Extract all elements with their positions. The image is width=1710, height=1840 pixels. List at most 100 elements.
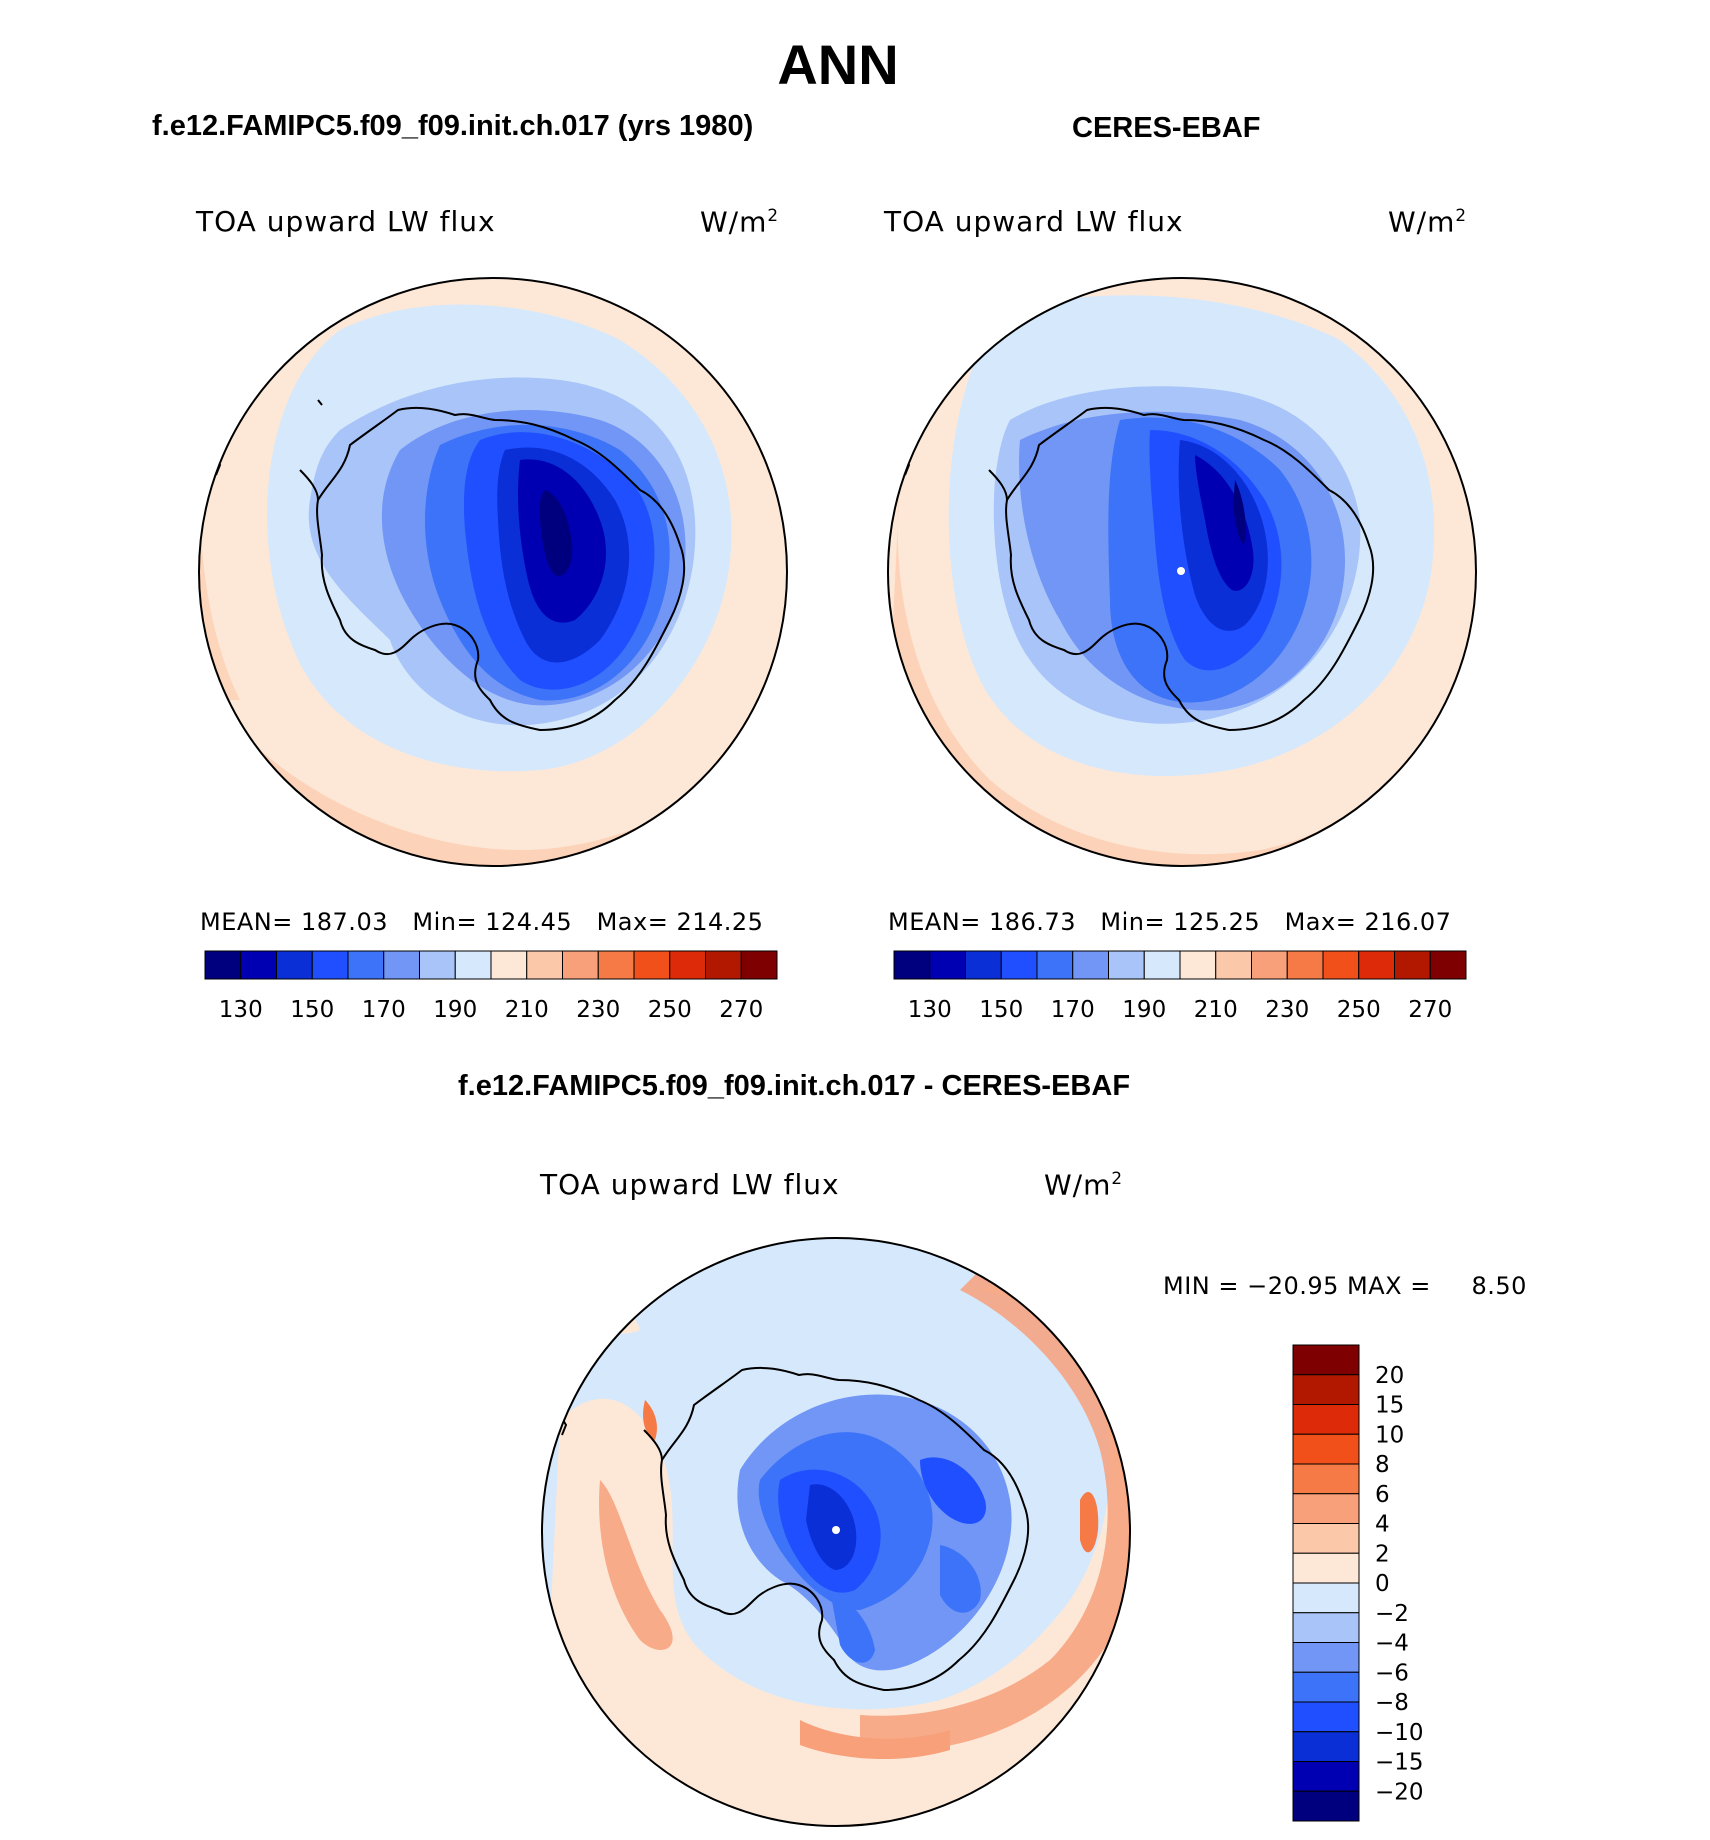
diff-colorbar-tick-label: −6 (1375, 1660, 1409, 1686)
diff-colorbar-swatch (1292, 1671, 1360, 1703)
panel-2-colorbar-swatch (1036, 950, 1074, 980)
diff-colorbar-tick-label: −2 (1375, 1601, 1409, 1627)
diff-colorbar-swatch (1292, 1523, 1360, 1554)
panel-1-colorbar-swatch (526, 950, 563, 980)
diff-colorbar-tick-label: 20 (1375, 1363, 1404, 1389)
diff-minmax: MIN = −20.95 MAX = 8.50 (1163, 1272, 1527, 1300)
panel-1-colorbar-swatch (562, 950, 599, 980)
diff-colorbar-swatch (1292, 1612, 1360, 1643)
panel-1-units: W/m2 (700, 205, 780, 239)
diff-colorbar-swatch (1292, 1642, 1360, 1673)
panel-2-mean: 186.73 (989, 908, 1076, 936)
diff-colorbar-swatch (1292, 1761, 1360, 1792)
panel-2-colorbar-swatch (1251, 950, 1288, 980)
panel-2-colorbar-swatch (1429, 950, 1467, 980)
diff-map-border (541, 1237, 1131, 1827)
panel-1-colorbar-swatch (347, 950, 385, 980)
panel-2-colorbar-tick-label: 150 (979, 997, 1023, 1023)
panel-1-max: 214.25 (676, 908, 764, 936)
main-title: ANN (777, 33, 899, 96)
diff-colorbar-swatch (1292, 1463, 1360, 1495)
panel-2-colorbar-tick-label: 230 (1265, 997, 1309, 1023)
diff-colorbar-tick-label: 6 (1375, 1482, 1390, 1508)
panel-2-colorbar-tick-label: 250 (1337, 997, 1381, 1023)
panel-1-colorbar-tick-label: 150 (290, 997, 334, 1023)
diff-field-label: TOA upward LW flux (540, 1168, 840, 1201)
panel-2-colorbar-swatch (1072, 950, 1109, 980)
panel-1-colorbar-swatch (669, 950, 706, 980)
diff-colorbar-swatch (1292, 1701, 1360, 1733)
diff-map (542, 1238, 1130, 1826)
panel-2-colorbar: 130 150 170 190 210 230 250 270 (893, 950, 1467, 1023)
panel-1-colorbar-swatch (740, 950, 778, 980)
panel-1-map-border (198, 277, 788, 867)
diff-colorbar-tick-label: 10 (1375, 1422, 1404, 1448)
panel-2-colorbar-swatch (1322, 950, 1360, 980)
diff-colorbar-tick-label: 0 (1375, 1571, 1390, 1597)
panel-1-colorbar-tick-label: 130 (219, 997, 263, 1023)
panel-2-colorbar-swatch (1358, 950, 1395, 980)
panel-2-colorbar-swatch (1286, 950, 1324, 980)
panel-2-colorbar-swatch (1179, 950, 1217, 980)
panel-2-colorbar-swatch (893, 950, 931, 980)
panel-2-max: 216.07 (1364, 908, 1452, 936)
diff-colorbar-swatch (1292, 1790, 1360, 1822)
panel-1-colorbar-swatch (454, 950, 492, 980)
diff-colorbar-tick-label: −8 (1375, 1690, 1409, 1716)
panel-2-stats: MEAN= 186.73 Min= 125.25 Max= 216.07 (888, 908, 1452, 936)
diff-colorbar-tick-label: 2 (1375, 1541, 1390, 1567)
diff-colorbar-swatch (1292, 1374, 1360, 1405)
panel-2-colorbar-swatch (1215, 950, 1252, 980)
diff-colorbar-swatch (1292, 1552, 1360, 1584)
panel-2-map-border (887, 277, 1477, 867)
diff-colorbar-swatch (1292, 1582, 1360, 1614)
diff-colorbar-tick-label: −4 (1375, 1631, 1409, 1657)
panel-2-colorbar-swatch (1394, 950, 1431, 980)
panel-1-colorbar-swatch (240, 950, 277, 980)
diff-colorbar-tick-label: 15 (1375, 1393, 1404, 1419)
diff-colorbar-tick-label: −20 (1375, 1779, 1424, 1805)
panel-1-colorbar-tick-label: 170 (362, 997, 406, 1023)
panel-1-colorbar-swatch (597, 950, 635, 980)
diff-colorbar-tick-label: −10 (1375, 1720, 1424, 1746)
panel-1-colorbar-swatch (311, 950, 349, 980)
panel-2-case-title: CERES-EBAF (1072, 112, 1261, 144)
panel-2-units: W/m2 (1388, 205, 1468, 239)
diff-units: W/m2 (1044, 1168, 1124, 1202)
panel-2-colorbar-tick-label: 270 (1408, 997, 1452, 1023)
diff-colorbar-swatch (1292, 1404, 1360, 1435)
diff-colorbar-swatch (1292, 1731, 1360, 1762)
panel-1-min: 124.45 (485, 908, 573, 936)
diff-colorbar-swatch (1292, 1344, 1360, 1376)
diff-colorbar-tick-label: 4 (1375, 1512, 1390, 1538)
panel-1-colorbar: 130 150 170 190 210 230 250 270 (204, 950, 778, 1023)
panel-1-mean: 187.03 (301, 908, 388, 936)
panel-1-field-label: TOA upward LW flux (196, 205, 496, 238)
panel-1-colorbar-tick-label: 210 (505, 997, 549, 1023)
panel-1-colorbar-swatch (419, 950, 456, 980)
panel-1-colorbar-tick-label: 270 (719, 997, 763, 1023)
panel-2-colorbar-swatch (1143, 950, 1181, 980)
panel-1-colorbar-swatch (204, 950, 242, 980)
panel-2-colorbar-swatch (1000, 950, 1038, 980)
diff-colorbar-swatch (1292, 1493, 1360, 1524)
diff-colorbar-swatch (1292, 1433, 1360, 1465)
panel-1-map (199, 278, 787, 866)
panel-2-colorbar-tick-label: 130 (908, 997, 952, 1023)
panel-1-colorbar-tick-label: 250 (648, 997, 692, 1023)
panel-2-colorbar-swatch (965, 950, 1002, 980)
panel-1-colorbar-swatch (383, 950, 420, 980)
panel-2-colorbar-tick-label: 170 (1051, 997, 1095, 1023)
diff-colorbar-tick-label: −15 (1375, 1750, 1424, 1776)
panel-1-stats: MEAN= 187.03 Min= 124.45 Max= 214.25 (200, 908, 764, 936)
diff-colorbar-tick-label: 8 (1375, 1452, 1390, 1478)
panel-2-colorbar-swatch (929, 950, 966, 980)
panel-1-colorbar-swatch (705, 950, 742, 980)
panel-2-colorbar-tick-label: 210 (1194, 997, 1238, 1023)
panel-1-colorbar-tick-label: 190 (433, 997, 477, 1023)
panel-2-field-label: TOA upward LW flux (884, 205, 1184, 238)
panel-1-colorbar-swatch (490, 950, 528, 980)
panel-1-case-title: f.e12.FAMIPC5.f09_f09.init.ch.017 (yrs 1… (152, 110, 754, 142)
